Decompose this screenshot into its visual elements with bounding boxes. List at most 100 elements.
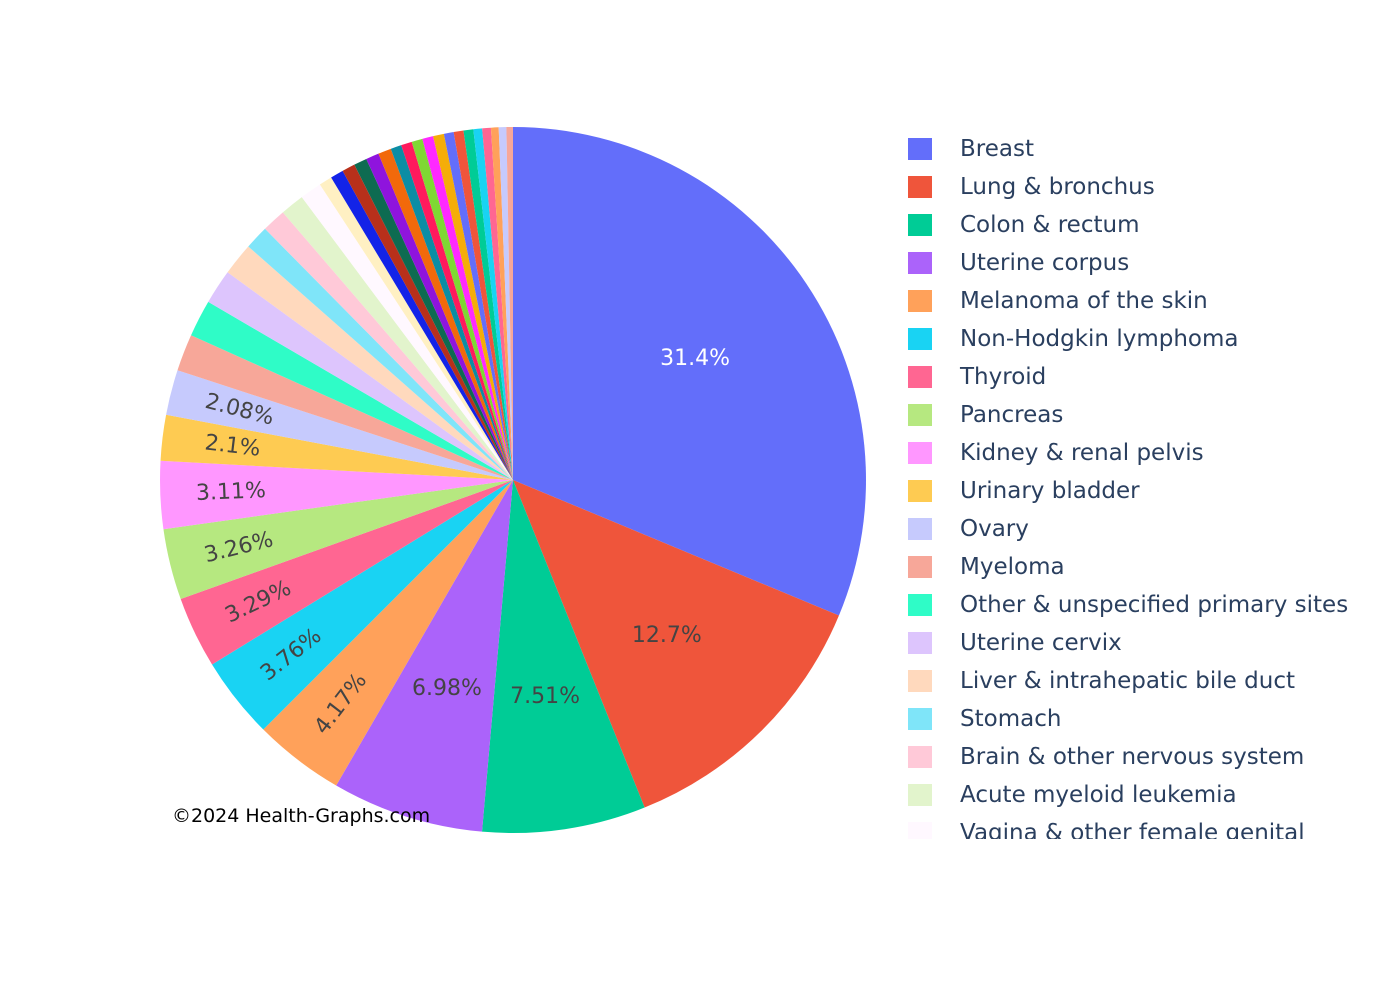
legend-swatch bbox=[908, 214, 932, 236]
legend-swatch bbox=[908, 442, 932, 464]
pie-slice[interactable] bbox=[463, 129, 513, 481]
legend-swatch bbox=[908, 366, 932, 388]
legend-label: Uterine corpus bbox=[960, 250, 1129, 276]
pie-slice[interactable] bbox=[282, 197, 513, 480]
legend-item[interactable]: Uterine cervix bbox=[908, 630, 1122, 656]
pie-slice[interactable] bbox=[227, 246, 513, 480]
legend-item[interactable]: Acute myeloid leukemia bbox=[908, 782, 1237, 808]
legend-swatch bbox=[908, 594, 932, 616]
legend-item[interactable]: Urinary bladder bbox=[908, 478, 1140, 504]
slice-percent-label: 3.11% bbox=[195, 478, 266, 506]
legend-label: Thyroid bbox=[959, 364, 1046, 390]
legend-swatch bbox=[908, 518, 932, 540]
legend-item[interactable]: Ovary bbox=[908, 516, 1029, 542]
legend-label: Liver & intrahepatic bile duct bbox=[960, 668, 1295, 694]
legend-label: Breast bbox=[960, 136, 1034, 162]
legend-label: Urinary bladder bbox=[960, 478, 1140, 504]
pie-plot-area bbox=[160, 126, 866, 834]
legend-swatch bbox=[908, 556, 932, 578]
legend-item[interactable]: Brain & other nervous system bbox=[908, 744, 1304, 770]
pie-slice[interactable] bbox=[443, 132, 513, 480]
pie-slice[interactable] bbox=[212, 480, 514, 730]
pie-slice[interactable] bbox=[180, 480, 513, 665]
pie-slice[interactable] bbox=[160, 460, 513, 530]
legend-label: Non-Hodgkin lymphoma bbox=[960, 326, 1238, 352]
legend-item[interactable]: Other & unspecified primary sites bbox=[908, 592, 1348, 618]
pie-slice[interactable] bbox=[366, 153, 513, 480]
legend-label: Colon & rectum bbox=[960, 212, 1139, 238]
legend-item[interactable]: Non-Hodgkin lymphoma bbox=[908, 326, 1238, 352]
legend-item[interactable]: Stomach bbox=[908, 706, 1061, 732]
pie-slice[interactable] bbox=[166, 370, 513, 480]
pie-slice[interactable] bbox=[513, 480, 839, 808]
pie-slice[interactable] bbox=[390, 145, 513, 481]
pie-slice[interactable] bbox=[482, 480, 645, 834]
pie-slice[interactable] bbox=[191, 301, 514, 480]
legend-item[interactable]: Uterine corpus bbox=[908, 250, 1129, 276]
legend-swatch bbox=[908, 328, 932, 350]
legend-item[interactable]: Kidney & renal pelvis bbox=[908, 440, 1204, 466]
legend-item[interactable]: Colon & rectum bbox=[908, 212, 1139, 238]
legend-swatch bbox=[908, 290, 932, 312]
pie-slice[interactable] bbox=[506, 126, 513, 480]
pie-slice[interactable] bbox=[301, 184, 513, 481]
pie-slice[interactable] bbox=[422, 136, 513, 481]
pie-slice[interactable] bbox=[378, 148, 513, 480]
pie-slice[interactable] bbox=[342, 164, 513, 481]
pie-slice[interactable] bbox=[319, 177, 513, 480]
legend-swatch bbox=[908, 708, 932, 730]
legend-swatch bbox=[908, 670, 932, 692]
pie-slice[interactable] bbox=[248, 228, 514, 480]
legend-item[interactable]: Myeloma bbox=[908, 554, 1065, 580]
pie-slice[interactable] bbox=[433, 133, 513, 480]
pie-slice[interactable] bbox=[490, 127, 513, 480]
legend-swatch bbox=[908, 480, 932, 502]
legend-label: Acute myeloid leukemia bbox=[960, 782, 1237, 808]
legend-item[interactable]: Breast bbox=[908, 136, 1034, 162]
pie-slice[interactable] bbox=[513, 127, 866, 616]
legend-swatch bbox=[908, 632, 932, 654]
legend-swatch bbox=[908, 252, 932, 274]
legend-label: Pancreas bbox=[960, 402, 1063, 428]
legend-swatch bbox=[908, 746, 932, 768]
legend-item[interactable]: Thyroid bbox=[908, 364, 1046, 390]
watermark-text: ©2024 Health-Graphs.com bbox=[172, 805, 430, 827]
legend-swatch bbox=[908, 138, 932, 160]
legend-label: Uterine cervix bbox=[960, 630, 1122, 656]
legend-item[interactable]: Liver & intrahepatic bile duct bbox=[908, 668, 1295, 694]
legend-swatch bbox=[908, 404, 932, 426]
pie-slice[interactable] bbox=[331, 170, 513, 480]
pie-slice[interactable] bbox=[264, 212, 513, 480]
slice-percent-label: 31.4% bbox=[660, 346, 730, 371]
pie-slice[interactable] bbox=[473, 128, 513, 480]
legend-label: Kidney & renal pelvis bbox=[960, 440, 1204, 466]
legend-swatch bbox=[908, 784, 932, 806]
pie-slice[interactable] bbox=[482, 127, 513, 480]
pie-slice[interactable] bbox=[163, 480, 513, 600]
pie-slice[interactable] bbox=[208, 272, 514, 480]
legend-swatch bbox=[908, 822, 932, 839]
legend-label: Other & unspecified primary sites bbox=[960, 592, 1348, 618]
pie-slice[interactable] bbox=[177, 335, 514, 480]
legend-item[interactable]: Melanoma of the skin bbox=[908, 288, 1208, 314]
pie-slice[interactable] bbox=[401, 141, 513, 480]
legend-item[interactable]: Lung & bronchus bbox=[908, 174, 1155, 200]
legend-label: Myeloma bbox=[960, 554, 1065, 580]
pie-slice[interactable] bbox=[160, 414, 513, 480]
legend-label: Vagina & other female genital bbox=[960, 820, 1305, 846]
legend-item[interactable]: Pancreas bbox=[908, 402, 1063, 428]
legend[interactable]: Breast Lung & bronchus Colon & rectum Uteri… bbox=[908, 136, 1348, 846]
pie-slice[interactable] bbox=[354, 158, 513, 480]
pie-slice[interactable] bbox=[263, 480, 513, 786]
slice-percent-label: 12.7% bbox=[632, 623, 702, 648]
pie-slice[interactable] bbox=[336, 480, 513, 832]
pie-slice[interactable] bbox=[411, 138, 513, 480]
slice-percent-label: 6.98% bbox=[412, 676, 482, 701]
legend-swatch bbox=[908, 176, 932, 198]
legend-label: Lung & bronchus bbox=[960, 174, 1155, 200]
legend-label: Brain & other nervous system bbox=[960, 744, 1304, 770]
legend-item[interactable]: Vagina & other female genital bbox=[908, 820, 1305, 846]
pie-slice[interactable] bbox=[453, 130, 513, 481]
pie-slice[interactable] bbox=[498, 127, 513, 480]
